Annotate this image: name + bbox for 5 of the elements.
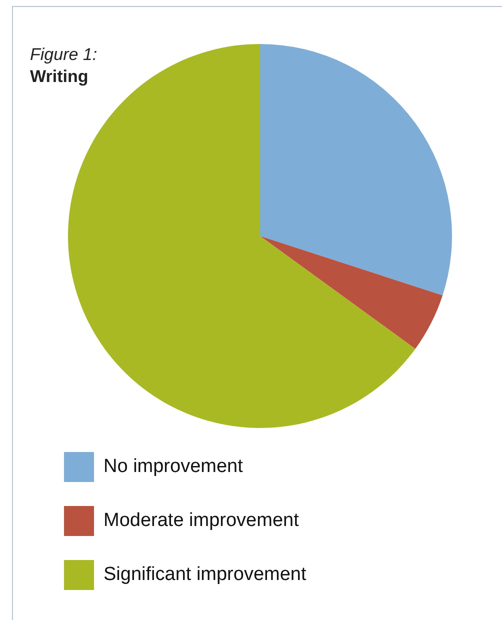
legend-label: No improvement bbox=[104, 456, 244, 478]
text: Writing bbox=[30, 66, 90, 88]
legend-label: Significant improvement bbox=[104, 564, 307, 586]
legend-label: Moderate improvement bbox=[104, 510, 300, 532]
chart-title: Figure 1: bbox=[30, 44, 98, 66]
